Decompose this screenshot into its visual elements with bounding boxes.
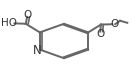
Text: O: O	[97, 29, 105, 39]
Text: O: O	[110, 19, 118, 29]
Text: N: N	[33, 44, 42, 57]
Text: O: O	[23, 10, 32, 20]
Text: HO: HO	[1, 18, 17, 28]
